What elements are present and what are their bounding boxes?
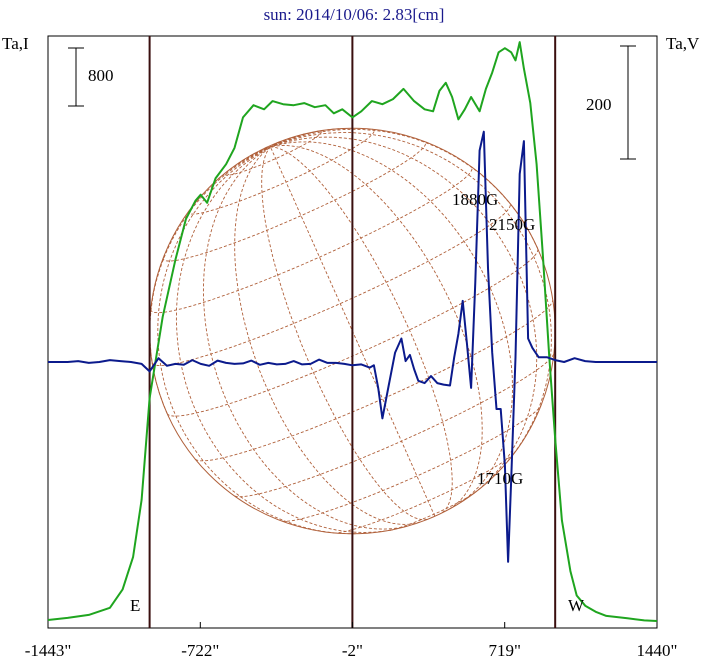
peak-annotation: 1880G [452,190,498,209]
latitude-line [195,300,554,462]
x-axis-ticks: -1443" -722" -2" 719" 1440" [25,622,678,660]
x-tick-label: 1440" [637,641,678,660]
latitude-line [333,451,516,534]
longitude-line [270,137,292,148]
longitude-line [149,146,271,414]
left-axis-label: Ta,I [2,34,29,53]
x-tick-label: -1443" [25,641,72,660]
longitude-line [270,146,453,513]
longitude-line [270,136,538,494]
latitude-line [162,140,427,262]
longitude-line [270,128,539,249]
series-lines [47,41,658,622]
x-tick-label: -722" [181,641,219,660]
x-tick-label: 719" [488,641,520,660]
longitude-line [234,146,421,525]
longitude-line [175,146,392,533]
series-line-polarization [48,130,657,563]
left-scale-bar-label: 800 [88,66,114,85]
vertical-reference-lines [148,36,557,628]
longitude-line [270,143,276,148]
east-limb-label: E [130,596,140,615]
peak-annotation: 2150G [489,215,535,234]
solar-disk-grid [149,127,556,535]
series-line-intensity [47,41,658,622]
west-limb-label: W [568,596,585,615]
right-axis-label: Ta,V [666,34,700,53]
x-tick-label: -2" [342,641,363,660]
longitude-line [270,132,552,470]
latitude-line [150,166,473,314]
longitude-line [270,145,483,510]
longitude-line [269,146,436,517]
latitude-line [281,405,542,522]
scale-bars [68,45,636,160]
longitude-line [210,146,271,187]
longitude-line [269,145,271,148]
chart-title: sun: 2014/10/06: 2.83[cm] [264,5,445,24]
longitude-line [270,128,340,148]
longitude-line [270,141,513,503]
longitude-line [157,146,356,535]
right-scale-bar-label: 200 [586,95,612,114]
longitude-line [202,146,407,530]
peak-annotation: 1710G [477,469,523,488]
